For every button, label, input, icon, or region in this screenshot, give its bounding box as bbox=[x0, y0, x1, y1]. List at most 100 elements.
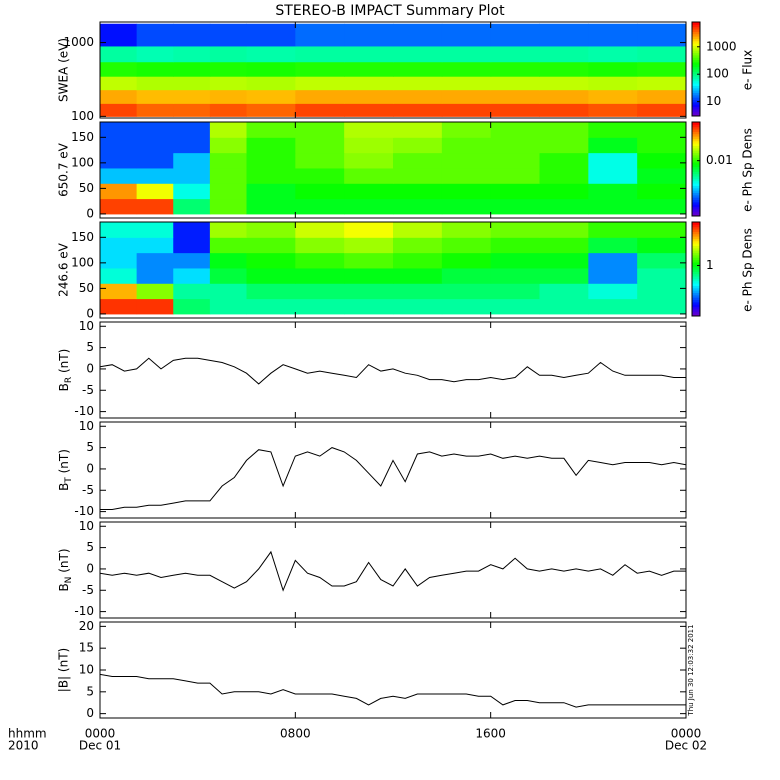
colorbar-swatch bbox=[692, 108, 700, 112]
colorbar-swatch bbox=[692, 64, 700, 68]
heatmap-cell bbox=[539, 137, 589, 154]
heatmap-cell bbox=[246, 237, 296, 254]
colorbar-swatch bbox=[692, 33, 700, 37]
heatmap-cell bbox=[637, 103, 686, 117]
heatmap-cell bbox=[637, 45, 686, 63]
heatmap-cell bbox=[539, 198, 589, 215]
colorbar-swatch bbox=[692, 164, 700, 168]
colorbar-swatch bbox=[692, 229, 700, 232]
colorbar-swatch bbox=[692, 269, 700, 272]
heatmap-cell bbox=[441, 298, 492, 315]
colorbar-swatch bbox=[692, 122, 700, 125]
colorbar-swatch bbox=[692, 143, 700, 146]
heatmap-cell bbox=[637, 122, 686, 138]
colorbar-frame bbox=[691, 221, 701, 317]
heatmap-cell bbox=[490, 167, 540, 184]
colorbar-swatch bbox=[692, 180, 700, 184]
heatmap-cell bbox=[246, 167, 296, 184]
heatmap-cell bbox=[100, 103, 138, 117]
y-axis-label-sub: R bbox=[64, 377, 74, 383]
heatmap-cell bbox=[588, 103, 638, 117]
heatmap-cell bbox=[246, 267, 296, 284]
heatmap-cell bbox=[209, 103, 247, 117]
heatmap-cell bbox=[295, 152, 345, 169]
panel-content bbox=[100, 447, 686, 510]
colorbar-swatch bbox=[692, 306, 700, 310]
colorbar-swatch bbox=[692, 31, 700, 35]
heatmap-cell bbox=[246, 89, 296, 104]
y-axis-label-unit: (nT) bbox=[57, 449, 71, 477]
heatmap-cell bbox=[539, 89, 589, 104]
colorbar-swatch bbox=[692, 45, 700, 49]
y-axis-label: 650.7 eV bbox=[57, 142, 71, 197]
heatmap-cell bbox=[393, 137, 443, 154]
heatmap-cell bbox=[588, 89, 638, 104]
colorbar-swatch bbox=[692, 171, 700, 175]
heatmap-cell bbox=[295, 283, 345, 300]
heatmap-cell bbox=[393, 45, 443, 63]
heatmap-cell bbox=[637, 198, 686, 215]
colorbar-swatch bbox=[692, 36, 700, 39]
heatmap-cell bbox=[588, 298, 638, 315]
heatmap-cell bbox=[490, 103, 540, 117]
colorbar-tick-label: 10 bbox=[706, 94, 721, 108]
heatmap-cell bbox=[490, 137, 540, 154]
colorbar-swatch bbox=[692, 90, 700, 93]
colorbar-swatch bbox=[692, 140, 700, 144]
heatmap-cell bbox=[393, 122, 443, 138]
heatmap-cell bbox=[100, 267, 138, 284]
plot-title: STEREO-B IMPACT Summary Plot bbox=[275, 3, 505, 19]
heatmap-cell bbox=[295, 122, 345, 138]
colorbar-swatch bbox=[692, 250, 700, 254]
colorbar-swatch bbox=[692, 211, 700, 215]
heatmap-cell bbox=[209, 198, 247, 215]
heatmap-cell bbox=[441, 137, 492, 154]
y-tick-label: 10 bbox=[79, 519, 94, 533]
colorbar-swatch bbox=[692, 157, 700, 161]
colorbar-swatch bbox=[692, 69, 700, 72]
colorbar-swatch bbox=[692, 290, 700, 293]
heatmap-cell bbox=[136, 183, 174, 200]
heatmap-cell bbox=[393, 283, 443, 300]
heatmap-cell bbox=[393, 222, 443, 238]
heatmap-cell bbox=[588, 61, 638, 77]
colorbar-label: e- Ph Sp Dens bbox=[741, 228, 755, 312]
colorbar-swatch bbox=[692, 136, 700, 139]
date-label: Dec 02 bbox=[665, 739, 707, 753]
y-tick-label: 100 bbox=[71, 109, 94, 123]
y-tick-label: 10 bbox=[79, 419, 94, 433]
heatmap-cell bbox=[344, 222, 394, 238]
colorbar-swatch bbox=[692, 304, 700, 308]
heatmap-cell bbox=[173, 137, 211, 154]
colorbar-swatch bbox=[692, 94, 700, 98]
heatmap-cell bbox=[539, 167, 589, 184]
heatmap-cell bbox=[136, 298, 174, 315]
colorbar-swatch bbox=[692, 224, 700, 228]
colorbar-swatch bbox=[692, 85, 700, 89]
y-tick-label: 50 bbox=[79, 181, 94, 195]
colorbar-swatch bbox=[692, 126, 700, 130]
colorbar-swatch bbox=[692, 61, 700, 65]
colorbar-swatch bbox=[692, 154, 700, 158]
heatmap-cell bbox=[344, 61, 394, 77]
colorbar-swatch bbox=[692, 145, 700, 149]
panel-frame bbox=[99, 21, 687, 119]
colorbar-swatch bbox=[692, 278, 700, 282]
y-tick-label: 150 bbox=[71, 130, 94, 144]
colorbar-swatch bbox=[692, 26, 700, 30]
colorbar-swatch bbox=[692, 190, 700, 193]
colorbar-swatch bbox=[692, 299, 700, 303]
heatmap-cell bbox=[490, 198, 540, 215]
heatmap-cell bbox=[295, 252, 345, 269]
y-axis-label-unit: (nT) bbox=[57, 349, 71, 377]
heatmap-cell bbox=[209, 137, 247, 154]
heatmap-cell bbox=[136, 167, 174, 184]
heatmap-cell bbox=[209, 152, 247, 169]
y-tick-label: 10 bbox=[79, 663, 94, 677]
heatmap-cell bbox=[246, 103, 296, 117]
heatmap-cell bbox=[173, 45, 211, 63]
x-tick-label: 0000 bbox=[85, 727, 116, 741]
y-tick-label: 0 bbox=[86, 561, 94, 575]
heatmap-cell bbox=[539, 122, 589, 138]
heatmap-cell bbox=[246, 183, 296, 200]
